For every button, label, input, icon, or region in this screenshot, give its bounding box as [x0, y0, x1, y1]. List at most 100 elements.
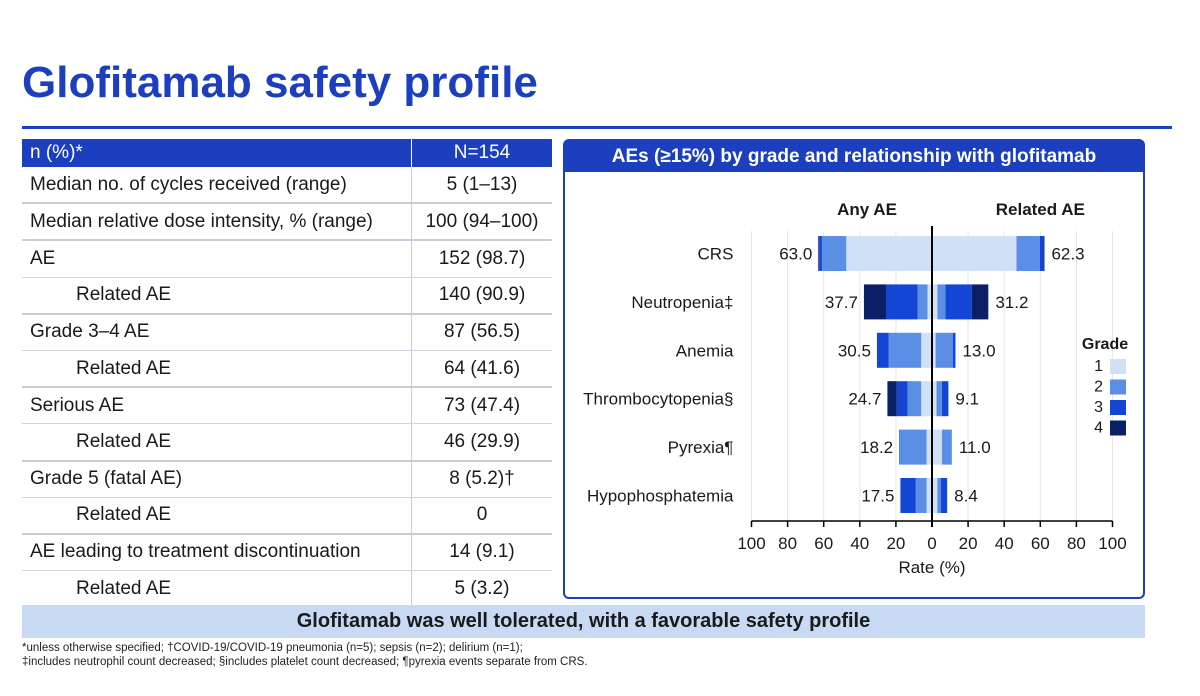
any-ae-bar-segment	[899, 429, 927, 465]
x-tick-label: 100	[737, 534, 765, 553]
related-ae-bar-segment	[945, 284, 972, 320]
row-value: 8 (5.2)†	[411, 460, 552, 498]
row-value: 64 (41.6)	[411, 350, 552, 389]
any-ae-bar-segment	[900, 478, 916, 513]
related-ae-header: Related AE	[996, 200, 1085, 219]
any-ae-bar-segment	[887, 381, 897, 417]
legend-swatch	[1110, 420, 1126, 436]
any-ae-bar-segment	[846, 236, 932, 271]
any-ae-bar-segment	[915, 478, 927, 513]
category-label: Pyrexia¶	[668, 438, 734, 457]
category-label: CRS	[698, 245, 734, 264]
title-divider	[22, 126, 1172, 129]
table-row: Median no. of cycles received (range) 5 (…	[22, 167, 552, 205]
row-label: Related AE	[22, 350, 412, 389]
table-row: Related AE 140 (90.9)	[22, 277, 552, 315]
related-ae-bar-segment	[952, 332, 956, 368]
row-label: AE leading to treatment discontinuation	[22, 533, 412, 572]
any-ae-bar-segment	[921, 381, 932, 417]
any-ae-bar-segment	[885, 284, 918, 320]
row-value: 100 (94–100)	[411, 203, 552, 242]
related-ae-bar-segment	[971, 284, 989, 320]
x-tick-label: 40	[850, 534, 869, 553]
category-label: Thrombocytopenia§	[583, 390, 733, 409]
table-header-value: N=154	[411, 139, 552, 167]
any-ae-bar-segment	[876, 332, 889, 368]
any-ae-bar-segment	[888, 332, 922, 368]
related-ae-value-label: 11.0	[959, 438, 991, 457]
any-ae-bar-segment	[917, 284, 928, 320]
legend-title: Grade	[1082, 336, 1128, 353]
any-ae-value-label: 18.2	[860, 438, 893, 457]
table-row: Grade 3–4 AE 87 (56.5)	[22, 313, 552, 351]
any-ae-value-label: 63.0	[779, 245, 812, 264]
any-ae-bar-segment	[821, 236, 847, 271]
legend-grade-label: 2	[1094, 379, 1103, 396]
related-ae-bar-segment	[941, 429, 952, 465]
x-tick-label: 80	[1067, 534, 1086, 553]
any-ae-value-label: 37.7	[825, 293, 858, 312]
row-value: 46 (29.9)	[411, 423, 552, 462]
related-ae-bar-segment	[937, 284, 946, 320]
x-tick-label: 100	[1098, 534, 1126, 553]
table-row: AE 152 (98.7)	[22, 240, 552, 278]
row-value: 5 (1–13)	[411, 167, 552, 205]
legend-swatch	[1110, 379, 1126, 395]
row-value: 73 (47.4)	[411, 387, 552, 425]
related-ae-bar-segment	[932, 381, 937, 417]
table-header-label: n (%)*	[22, 139, 412, 167]
category-label: Hypophosphatemia	[587, 487, 734, 506]
x-tick-label: 0	[927, 534, 936, 553]
related-ae-bar-segment	[1043, 236, 1045, 271]
footnote-2: ‡includes neutrophil count decreased; §i…	[22, 656, 588, 668]
any-ae-bar-segment	[863, 284, 886, 320]
related-ae-bar-segment	[937, 478, 942, 513]
legend-grade-label: 1	[1094, 358, 1103, 375]
category-label: Anemia	[676, 341, 734, 360]
related-ae-bar-segment	[932, 284, 938, 320]
any-ae-bar-segment	[927, 284, 932, 320]
x-tick-label: 80	[778, 534, 797, 553]
any-ae-bar-segment	[818, 236, 820, 271]
any-ae-value-label: 24.7	[848, 390, 881, 409]
table-row: Grade 5 (fatal AE) 8 (5.2)†	[22, 460, 552, 498]
legend-swatch	[1110, 400, 1126, 415]
related-ae-bar-segment	[932, 429, 942, 465]
row-label: Related AE	[22, 570, 412, 608]
ae-chart-panel: AEs (≥15%) by grade and relationship wit…	[563, 139, 1145, 599]
related-ae-bar-segment	[941, 478, 948, 513]
safety-summary-table: n (%)* N=154 Median no. of cycles receiv…	[22, 139, 552, 608]
x-tick-label: 60	[1031, 534, 1050, 553]
footnote-1: *unless otherwise specified; †COVID-19/C…	[22, 642, 523, 654]
table-row: Related AE 64 (41.6)	[22, 350, 552, 389]
related-ae-bar-segment	[932, 478, 938, 513]
row-label: Related AE	[22, 277, 412, 315]
row-label: Median no. of cycles received (range)	[22, 167, 412, 205]
category-label: Neutropenia‡	[631, 293, 733, 312]
related-ae-bar-segment	[936, 381, 942, 417]
row-label: Median relative dose intensity, % (range…	[22, 203, 412, 242]
row-label: Related AE	[22, 423, 412, 462]
legend-swatch	[1110, 359, 1126, 374]
any-ae-bar-segment	[921, 332, 932, 368]
row-value: 87 (56.5)	[411, 313, 552, 351]
related-ae-value-label: 9.1	[955, 390, 979, 409]
row-value: 5 (3.2)	[411, 570, 552, 608]
related-ae-bar-segment	[932, 332, 936, 368]
row-label: Grade 5 (fatal AE)	[22, 460, 412, 498]
table-row: Related AE 5 (3.2)	[22, 570, 552, 608]
related-ae-bar-segment	[1016, 236, 1040, 271]
table-row: Median relative dose intensity, % (range…	[22, 203, 552, 242]
any-ae-bar-segment	[819, 236, 822, 271]
table-row: Serious AE 73 (47.4)	[22, 387, 552, 425]
row-value: 140 (90.9)	[411, 277, 552, 315]
related-ae-value-label: 31.2	[995, 293, 1028, 312]
x-tick-label: 40	[995, 534, 1014, 553]
chart-header: AEs (≥15%) by grade and relationship wit…	[565, 141, 1143, 172]
any-ae-value-label: 30.5	[838, 341, 871, 360]
row-label: AE	[22, 240, 412, 278]
related-ae-value-label: 62.3	[1051, 245, 1084, 264]
related-ae-value-label: 13.0	[962, 341, 995, 360]
any-ae-bar-segment	[926, 478, 932, 513]
legend-grade-label: 4	[1094, 420, 1103, 437]
